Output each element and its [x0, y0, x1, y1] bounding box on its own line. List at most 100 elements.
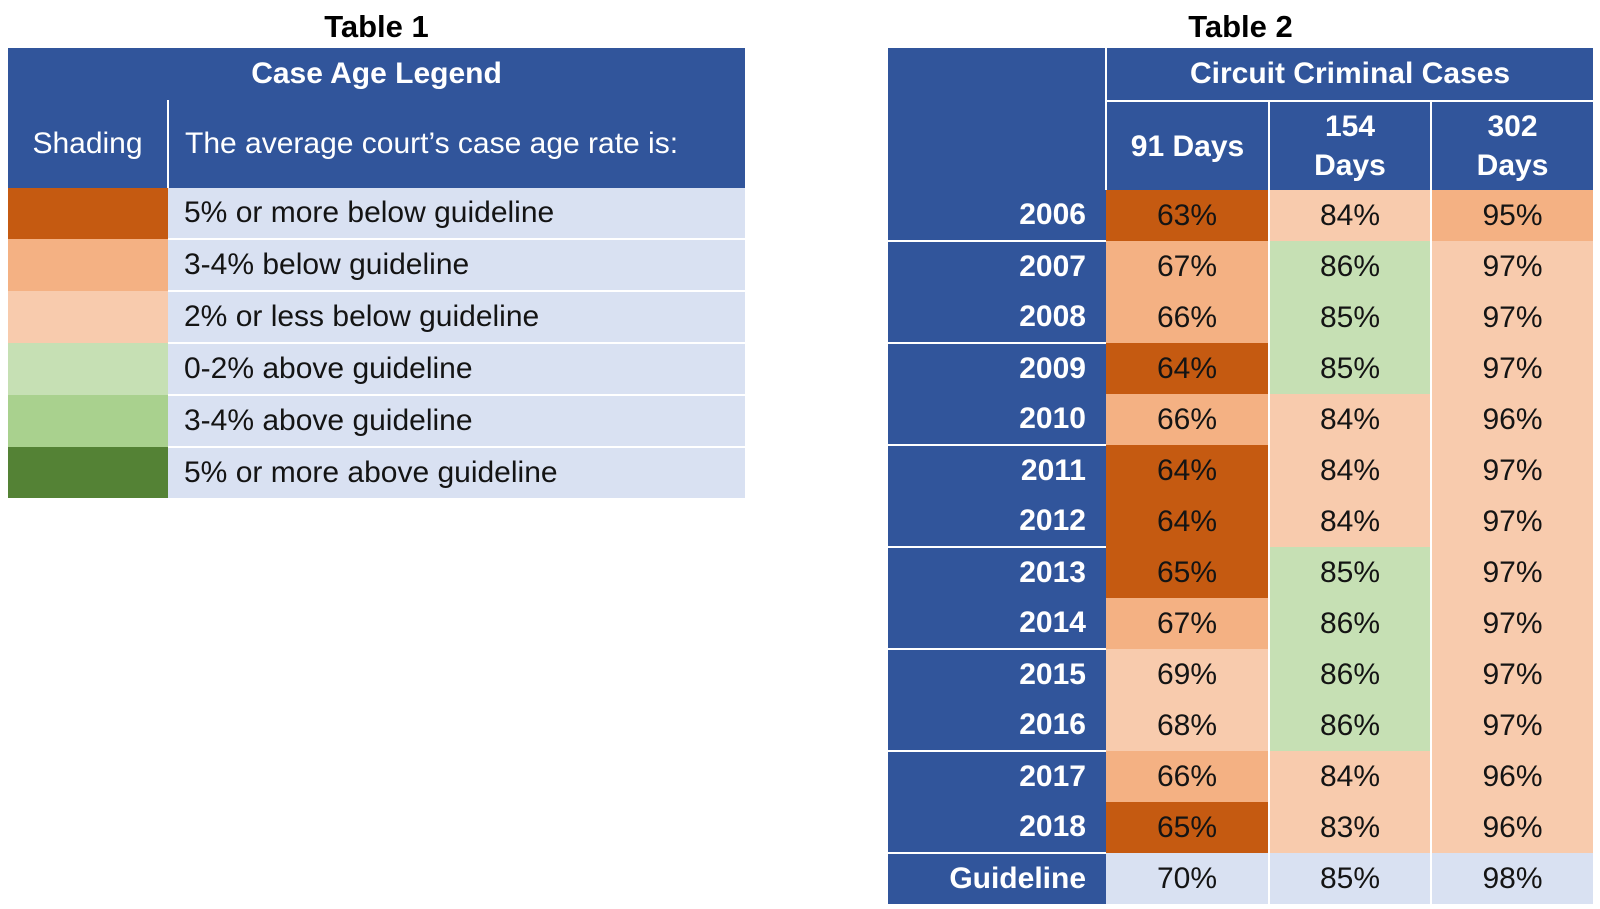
table-row: 2% or less below guideline — [8, 290, 745, 343]
color-swatch — [8, 239, 168, 291]
data-cell: 83% — [1268, 802, 1431, 853]
data-cell: 97% — [1429, 496, 1594, 547]
data-cell: 64% — [1106, 343, 1269, 394]
corner-cell — [888, 48, 1106, 190]
cases-table-header: Circuit Criminal Cases — [1104, 48, 1594, 102]
table-row: 2012 64% 84% 97% — [888, 496, 1594, 548]
data-cell: 97% — [1429, 445, 1594, 496]
row-label: 2010 — [888, 394, 1106, 446]
data-cell: 96% — [1429, 802, 1594, 853]
data-cell: 67% — [1106, 241, 1269, 292]
data-cell: 65% — [1106, 802, 1269, 853]
table-row: 2011 64% 84% 97% — [888, 445, 1594, 496]
table-row: 3-4% above guideline — [8, 394, 745, 447]
legend-table-header: Case Age Legend — [8, 48, 745, 100]
description-column-header: The average court’s case age rate is: — [167, 100, 745, 188]
table-row: 2009 64% 85% 97% — [888, 343, 1594, 394]
data-cell: 96% — [1429, 751, 1594, 802]
table1-title: Table 1 — [324, 9, 429, 44]
data-cell: 85% — [1268, 547, 1431, 598]
data-cell: 64% — [1106, 445, 1269, 496]
column-header-154-days: 154 Days — [1268, 101, 1431, 190]
data-cell: 67% — [1106, 598, 1269, 649]
row-label: Guideline — [888, 853, 1106, 904]
row-label: 2013 — [888, 547, 1106, 598]
data-cell: 97% — [1429, 649, 1594, 700]
data-cell: 69% — [1106, 649, 1269, 700]
cases-table-section: Table 2 Circuit Criminal Cases 91 Days 1… — [888, 6, 1594, 904]
data-cell: 86% — [1268, 700, 1431, 751]
table-row: 2010 66% 84% 96% — [888, 394, 1594, 446]
row-label: 2011 — [888, 445, 1106, 496]
table-row: 2013 65% 85% 97% — [888, 547, 1594, 598]
color-swatch — [8, 291, 168, 343]
data-cell: 68% — [1106, 700, 1269, 751]
table-row: 3-4% below guideline — [8, 238, 745, 291]
data-cell: 96% — [1429, 394, 1594, 445]
table-row: 5% or more below guideline — [8, 188, 745, 239]
table2-title: Table 2 — [1188, 9, 1293, 44]
data-cell: 85% — [1268, 343, 1431, 394]
data-cell: 97% — [1429, 700, 1594, 751]
color-swatch — [8, 447, 168, 498]
data-cell: 84% — [1268, 394, 1431, 445]
data-cell: 86% — [1268, 241, 1431, 292]
data-cell: 84% — [1268, 445, 1431, 496]
legend-label: 3-4% below guideline — [168, 238, 745, 291]
table-row: 2006 63% 84% 95% — [888, 190, 1594, 242]
row-label: 2017 — [888, 751, 1106, 802]
legend-label: 5% or more above guideline — [168, 446, 745, 498]
legend-label: 3-4% above guideline — [168, 394, 745, 447]
data-cell: 84% — [1268, 751, 1431, 802]
table-row: 2007 67% 86% 97% — [888, 241, 1594, 292]
column-header-91-days: 91 Days — [1105, 101, 1269, 190]
data-cell: 85% — [1268, 292, 1431, 343]
color-swatch — [8, 188, 168, 239]
legend-label: 2% or less below guideline — [168, 290, 745, 343]
data-cell: 85% — [1268, 853, 1431, 904]
table-row: 5% or more above guideline — [8, 446, 745, 498]
row-label: 2006 — [888, 190, 1106, 242]
case-age-legend-table: Case Age Legend Shading The average cour… — [8, 48, 745, 498]
row-label: 2015 — [888, 649, 1106, 700]
table-row: 0-2% above guideline — [8, 342, 745, 395]
row-label: 2016 — [888, 700, 1106, 752]
row-label: 2018 — [888, 802, 1106, 854]
column-header-302-days: 302 Days — [1429, 101, 1594, 190]
row-label: 2008 — [888, 292, 1106, 344]
legend-subheader-row: Shading The average court’s case age rat… — [8, 100, 745, 188]
shading-column-header: Shading — [8, 100, 168, 188]
data-cell: 86% — [1268, 598, 1431, 649]
data-cell: 97% — [1429, 547, 1594, 598]
table-row: 2016 68% 86% 97% — [888, 700, 1594, 752]
table-row: 2017 66% 84% 96% — [888, 751, 1594, 802]
data-cell: 65% — [1106, 547, 1269, 598]
data-cell: 70% — [1106, 853, 1269, 904]
data-cell: 63% — [1106, 190, 1269, 241]
data-cell: 86% — [1268, 649, 1431, 700]
legend-header-row: Case Age Legend — [8, 48, 745, 100]
color-swatch — [8, 395, 168, 447]
data-cell: 64% — [1106, 496, 1269, 547]
data-cell: 84% — [1268, 496, 1431, 547]
table-row: 2014 67% 86% 97% — [888, 598, 1594, 650]
data-cell: 98% — [1429, 853, 1594, 904]
table-row-guideline: Guideline 70% 85% 98% — [888, 853, 1594, 904]
data-cell: 66% — [1106, 394, 1269, 445]
table-row: 2015 69% 86% 97% — [888, 649, 1594, 700]
color-swatch — [8, 343, 168, 395]
data-cell: 97% — [1429, 241, 1594, 292]
table-row: 2018 65% 83% 96% — [888, 802, 1594, 854]
row-label: 2014 — [888, 598, 1106, 650]
data-cell: 66% — [1106, 292, 1269, 343]
cases-subheader-row: 91 Days 154 Days 302 Days — [888, 101, 1594, 190]
table-row: 2008 66% 85% 97% — [888, 292, 1594, 344]
data-cell: 97% — [1429, 598, 1594, 649]
data-cell: 97% — [1429, 292, 1594, 343]
data-cell: 84% — [1268, 190, 1431, 241]
data-cell: 66% — [1106, 751, 1269, 802]
data-cell: 97% — [1429, 343, 1594, 394]
legend-label: 0-2% above guideline — [168, 342, 745, 395]
row-label: 2009 — [888, 343, 1106, 394]
legend-label: 5% or more below guideline — [168, 188, 745, 239]
